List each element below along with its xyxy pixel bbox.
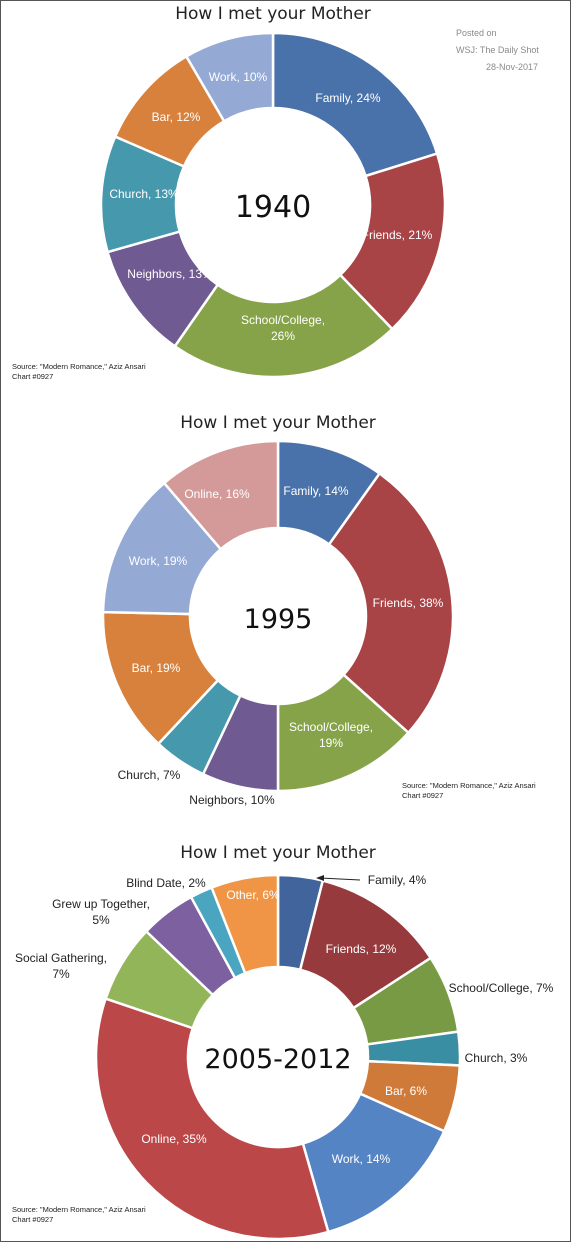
slice-label: Online, 16% <box>184 487 250 501</box>
slice-label: Social Gathering, 7% <box>15 951 107 981</box>
slice-label: Neighbors, 13% <box>127 267 213 281</box>
slice-label: School/College, 26% <box>241 313 325 343</box>
slice-label: Work, 14% <box>332 1152 391 1166</box>
chart-title: How I met your Mother <box>180 843 376 863</box>
slice-work <box>184 31 275 123</box>
slice-label: Family, 4% <box>368 873 427 887</box>
slice-work <box>301 1092 446 1234</box>
chart-2005-id: Chart #0927 <box>12 1215 54 1224</box>
slice-label: Bar, 19% <box>132 661 181 675</box>
slice-label: Friends, 38% <box>373 596 444 610</box>
posted-source-note: WSJ: The Daily Shot <box>456 45 539 55</box>
slice-label: Church, 3% <box>465 1051 528 1065</box>
donut-chart-1940: How I met your Mother 1940 Family, 24% Frie… <box>99 4 447 379</box>
slice-friends <box>327 471 455 735</box>
chart-1940-id: Chart #0927 <box>12 372 54 381</box>
slice-label: School/College, 7% <box>449 981 554 995</box>
slice-label: Friends, 21% <box>362 228 433 242</box>
slice-label: Family, 24% <box>315 91 380 105</box>
slice-label: School/College, 19% <box>289 720 373 750</box>
slice-label: Other, 6% <box>226 888 280 902</box>
posted-on-note: Posted on <box>456 28 497 38</box>
label-leader-line <box>319 877 361 881</box>
chart-title: How I met your Mother <box>180 413 376 433</box>
slice-online <box>162 439 280 551</box>
chart-1995-id: Chart #0927 <box>402 791 444 800</box>
slice-label: Church, 13% <box>109 187 179 201</box>
slice-school-college <box>173 273 394 379</box>
center-label: 2005-2012 <box>204 1044 351 1075</box>
slice-label: Bar, 6% <box>385 1084 427 1098</box>
donut-chart-2005: How I met your Mother 2005-2012 Family, 4%… <box>15 843 554 1241</box>
slice-label: Church, 7% <box>118 768 181 782</box>
slice-label: Work, 19% <box>129 554 188 568</box>
chart-1940-source: Source: "Modern Romance," Aziz Ansari <box>12 362 146 371</box>
posted-date-note: 28-Nov-2017 <box>486 62 539 72</box>
slice-label: Grew up Together, 5% <box>52 897 150 927</box>
label-leader-arrowhead <box>316 875 324 881</box>
center-label: 1995 <box>244 604 313 635</box>
slice-label: Friends, 12% <box>326 942 397 956</box>
slice-label: Bar, 12% <box>152 110 201 124</box>
chart-2005-source: Source: "Modern Romance," Aziz Ansari <box>12 1205 146 1214</box>
donut-chart-1995: How I met your Mother 1995 Family, 14% Frie… <box>101 413 455 807</box>
slice-family <box>271 31 439 178</box>
chart-1995-source: Source: "Modern Romance," Aziz Ansari <box>402 781 536 790</box>
slice-other <box>210 873 280 975</box>
slice-label: Family, 14% <box>283 484 348 498</box>
slice-label: Neighbors, 10% <box>189 793 275 807</box>
slice-label: Work, 10% <box>209 70 268 84</box>
slice-label: Blind Date, 2% <box>126 876 206 890</box>
slice-online <box>94 997 330 1241</box>
slice-label: Online, 35% <box>141 1132 207 1146</box>
center-label: 1940 <box>235 190 311 225</box>
chart-title: How I met your Mother <box>175 4 371 24</box>
